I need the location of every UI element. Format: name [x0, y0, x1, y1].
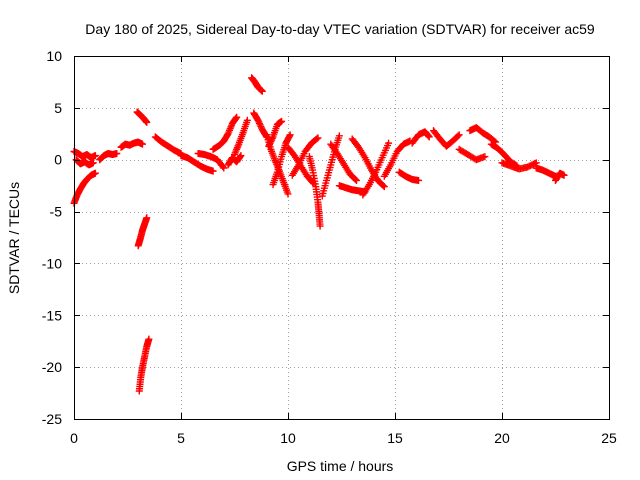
axis-ticks: 0 5 10 15 20 25 -25 -20 -15 -10 -5 0 5 10: [42, 48, 617, 446]
data-point: [143, 214, 151, 222]
data-point: [237, 152, 245, 160]
data-point: [415, 176, 423, 184]
data-point: [316, 222, 324, 230]
y-tick-label: 10: [46, 48, 62, 64]
data-point: [257, 123, 265, 131]
data-point: [255, 119, 263, 127]
data-point: [236, 153, 244, 161]
data-point: [284, 190, 292, 198]
data-point: [113, 149, 121, 157]
data-point: [256, 121, 264, 129]
plot-frame: [74, 56, 610, 420]
y-axis-label: SDTVAR / TECUs: [6, 182, 22, 294]
data-point: [243, 116, 251, 124]
y-tick-label: -20: [42, 359, 62, 375]
data-point: [285, 132, 293, 140]
data-point: [380, 183, 388, 191]
x-tick-label: 15: [387, 430, 403, 446]
y-tick-label: -5: [50, 204, 63, 220]
data-point: [268, 134, 276, 142]
data-point: [232, 114, 240, 122]
y-tick-label: 0: [54, 152, 62, 168]
grid-lines: [74, 56, 609, 419]
x-tick-label: 10: [280, 430, 296, 446]
data-point: [278, 117, 286, 125]
data-points: [70, 74, 568, 395]
data-point: [209, 167, 217, 175]
data-point: [454, 132, 462, 140]
data-point: [286, 131, 294, 139]
data-point: [385, 139, 393, 147]
data-point: [89, 159, 97, 167]
data-point: [425, 133, 433, 141]
y-tick-label: -15: [42, 307, 62, 323]
x-axis-label: GPS time / hours: [287, 458, 394, 474]
y-tick-label: -10: [42, 255, 62, 271]
data-point: [379, 182, 387, 190]
y-tick-label: -25: [42, 411, 62, 427]
data-point: [145, 335, 153, 343]
data-point: [91, 152, 99, 160]
data-point: [481, 153, 489, 161]
y-tick-label: 5: [54, 100, 62, 116]
chart-title: Day 180 of 2025, Sidereal Day-to-day VTE…: [85, 21, 595, 37]
data-point: [313, 135, 321, 143]
data-point: [455, 131, 463, 139]
data-point: [352, 176, 360, 184]
x-tick-label: 20: [494, 430, 510, 446]
data-point: [335, 132, 343, 140]
data-point: [258, 87, 266, 95]
x-tick-label: 0: [70, 430, 78, 446]
data-point: [262, 132, 270, 140]
data-point: [143, 118, 151, 126]
x-tick-label: 5: [177, 430, 185, 446]
data-point: [219, 163, 227, 171]
data-point: [91, 169, 99, 177]
data-point: [233, 113, 241, 121]
data-point: [314, 134, 322, 142]
x-tick-label: 25: [601, 430, 617, 446]
data-point: [138, 140, 146, 148]
data-point: [220, 164, 228, 172]
data-point: [560, 171, 568, 179]
data-point: [425, 132, 433, 140]
data-point: [351, 175, 359, 183]
data-point: [254, 116, 262, 124]
data-point: [255, 118, 263, 126]
